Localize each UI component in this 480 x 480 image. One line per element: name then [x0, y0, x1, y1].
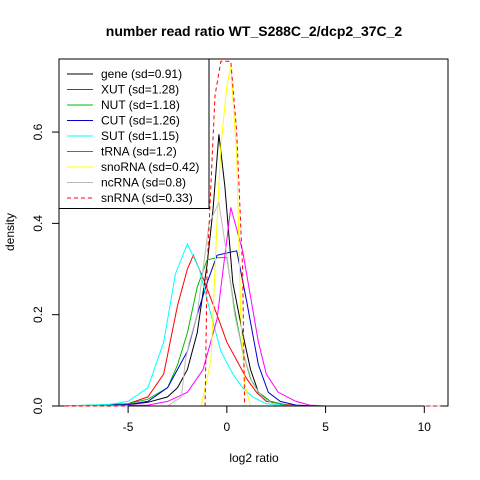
- series-line-6: [64, 65, 441, 407]
- x-tick-label: 5: [322, 420, 329, 434]
- legend-box: [58, 58, 210, 209]
- legend-label: gene (sd=0.91): [101, 67, 182, 81]
- legend-label: NUT (sd=1.18): [101, 98, 180, 112]
- y-tick-label: 0.0: [31, 397, 45, 414]
- series-line-5: [64, 207, 441, 407]
- series-line-7: [64, 201, 441, 407]
- series-layer: [64, 60, 441, 407]
- legend-label: snRNA (sd=0.33): [101, 191, 193, 205]
- x-tick-label: -5: [123, 420, 134, 434]
- legend-label: ncRNA (sd=0.8): [101, 176, 186, 190]
- x-tick-label: 10: [418, 420, 432, 434]
- legend-label: SUT (sd=1.15): [101, 129, 179, 143]
- legend: gene (sd=0.91) XUT (sd=1.28)NUT (sd=1.18)…: [58, 58, 210, 209]
- y-axis-label: density: [3, 213, 17, 251]
- series-line-8: [64, 60, 441, 407]
- y-axis: 0.0 0.2 0.4 0.6: [31, 123, 60, 414]
- y-tick-label: 0.2: [31, 306, 45, 323]
- y-tick-label: 0.6: [31, 123, 45, 140]
- x-tick-label: 0: [223, 420, 230, 434]
- legend-label: snoRNA (sd=0.42): [101, 160, 199, 174]
- x-axis-label: log2 ratio: [229, 451, 279, 465]
- legend-label: CUT (sd=1.26): [101, 114, 180, 128]
- y-tick-label: 0.4: [31, 215, 45, 232]
- legend-label: XUT (sd=1.28): [101, 83, 179, 97]
- series-line-3: [64, 250, 441, 407]
- chart-title: number read ratio WT_S288C_2/dcp2_37C_2: [106, 23, 403, 39]
- legend-label: tRNA (sd=1.2): [101, 145, 177, 159]
- x-axis: -5 0 5 10: [123, 405, 432, 434]
